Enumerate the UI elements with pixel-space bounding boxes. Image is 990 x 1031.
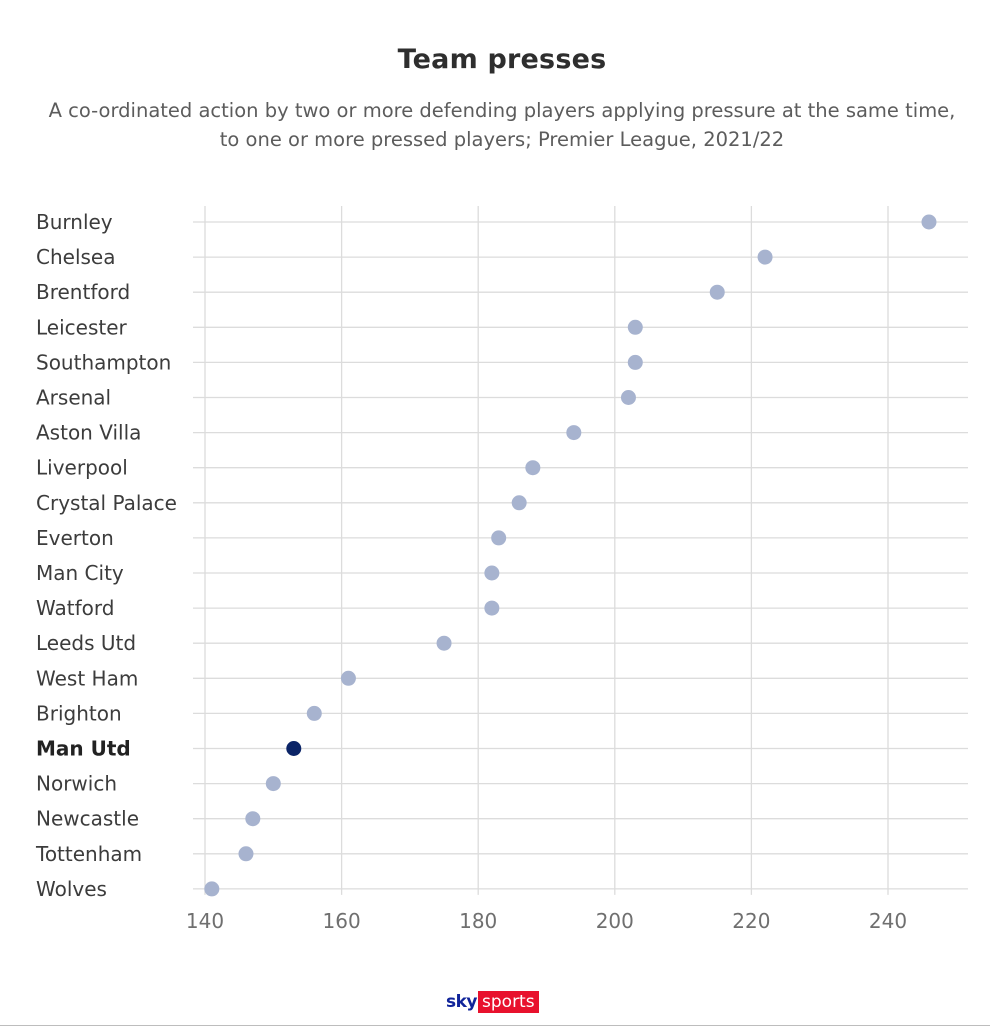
data-point	[238, 846, 254, 862]
data-point	[491, 530, 507, 546]
data-point	[306, 705, 322, 721]
chart-title: Team presses	[397, 44, 607, 75]
data-point	[525, 460, 541, 476]
grid-layer	[193, 206, 968, 895]
team-label: Liverpool	[36, 456, 128, 480]
data-point	[436, 635, 452, 651]
data-point	[627, 319, 643, 335]
team-label: Tottenham	[35, 842, 142, 866]
team-label: Leicester	[36, 315, 128, 339]
logo-sky-text: sky	[446, 992, 478, 1012]
logo-sports-text: sports	[478, 991, 539, 1013]
team-label: Burnley	[36, 210, 113, 234]
chart-subtitle: A co-ordinated action by two or more def…	[0, 96, 990, 154]
data-point	[627, 354, 643, 370]
team-label: Norwich	[36, 772, 117, 796]
data-point	[484, 600, 500, 616]
data-points	[204, 214, 937, 897]
sky-sports-logo: sky sports	[446, 990, 539, 1014]
data-point	[484, 565, 500, 581]
data-point	[566, 425, 582, 441]
subtitle-line-2: to one or more pressed players; Premier …	[219, 128, 785, 151]
x-tick-label: 180	[459, 909, 497, 933]
data-point	[340, 670, 356, 686]
team-label: Brighton	[36, 701, 122, 725]
bottom-divider	[0, 1025, 990, 1026]
x-tick-label: 160	[323, 909, 361, 933]
team-label: Everton	[36, 526, 114, 550]
data-point	[620, 390, 636, 405]
team-label: Crystal Palace	[36, 491, 177, 515]
x-axis-ticks: 140 160 180 200 220 240	[186, 909, 907, 933]
data-point-highlighted	[286, 741, 302, 756]
data-point	[265, 776, 281, 792]
team-label: Brentford	[36, 280, 130, 304]
data-point	[709, 284, 725, 300]
x-tick-label: 220	[732, 909, 770, 933]
team-label: West Ham	[36, 666, 138, 690]
team-label: Arsenal	[36, 386, 111, 410]
team-label: Leeds Utd	[36, 631, 136, 655]
team-label: Aston Villa	[36, 421, 141, 445]
subtitle-line-1: A co-ordinated action by two or more def…	[48, 99, 956, 122]
data-point	[204, 881, 220, 897]
x-tick-label: 140	[186, 909, 224, 933]
team-label: Man Utd	[36, 737, 131, 761]
team-label: Newcastle	[36, 807, 139, 831]
data-point	[921, 214, 937, 230]
team-label: Wolves	[36, 877, 107, 901]
data-point	[757, 249, 773, 265]
team-label: Chelsea	[36, 245, 115, 269]
data-point	[511, 495, 527, 511]
team-labels: Burnley Chelsea Brentford Leicester Southamp…	[35, 210, 177, 901]
team-label: Man City	[36, 561, 124, 585]
x-tick-label: 200	[596, 909, 634, 933]
data-point	[245, 811, 261, 827]
team-label: Watford	[36, 596, 114, 620]
team-label: Southampton	[36, 350, 171, 374]
x-tick-label: 240	[869, 909, 907, 933]
